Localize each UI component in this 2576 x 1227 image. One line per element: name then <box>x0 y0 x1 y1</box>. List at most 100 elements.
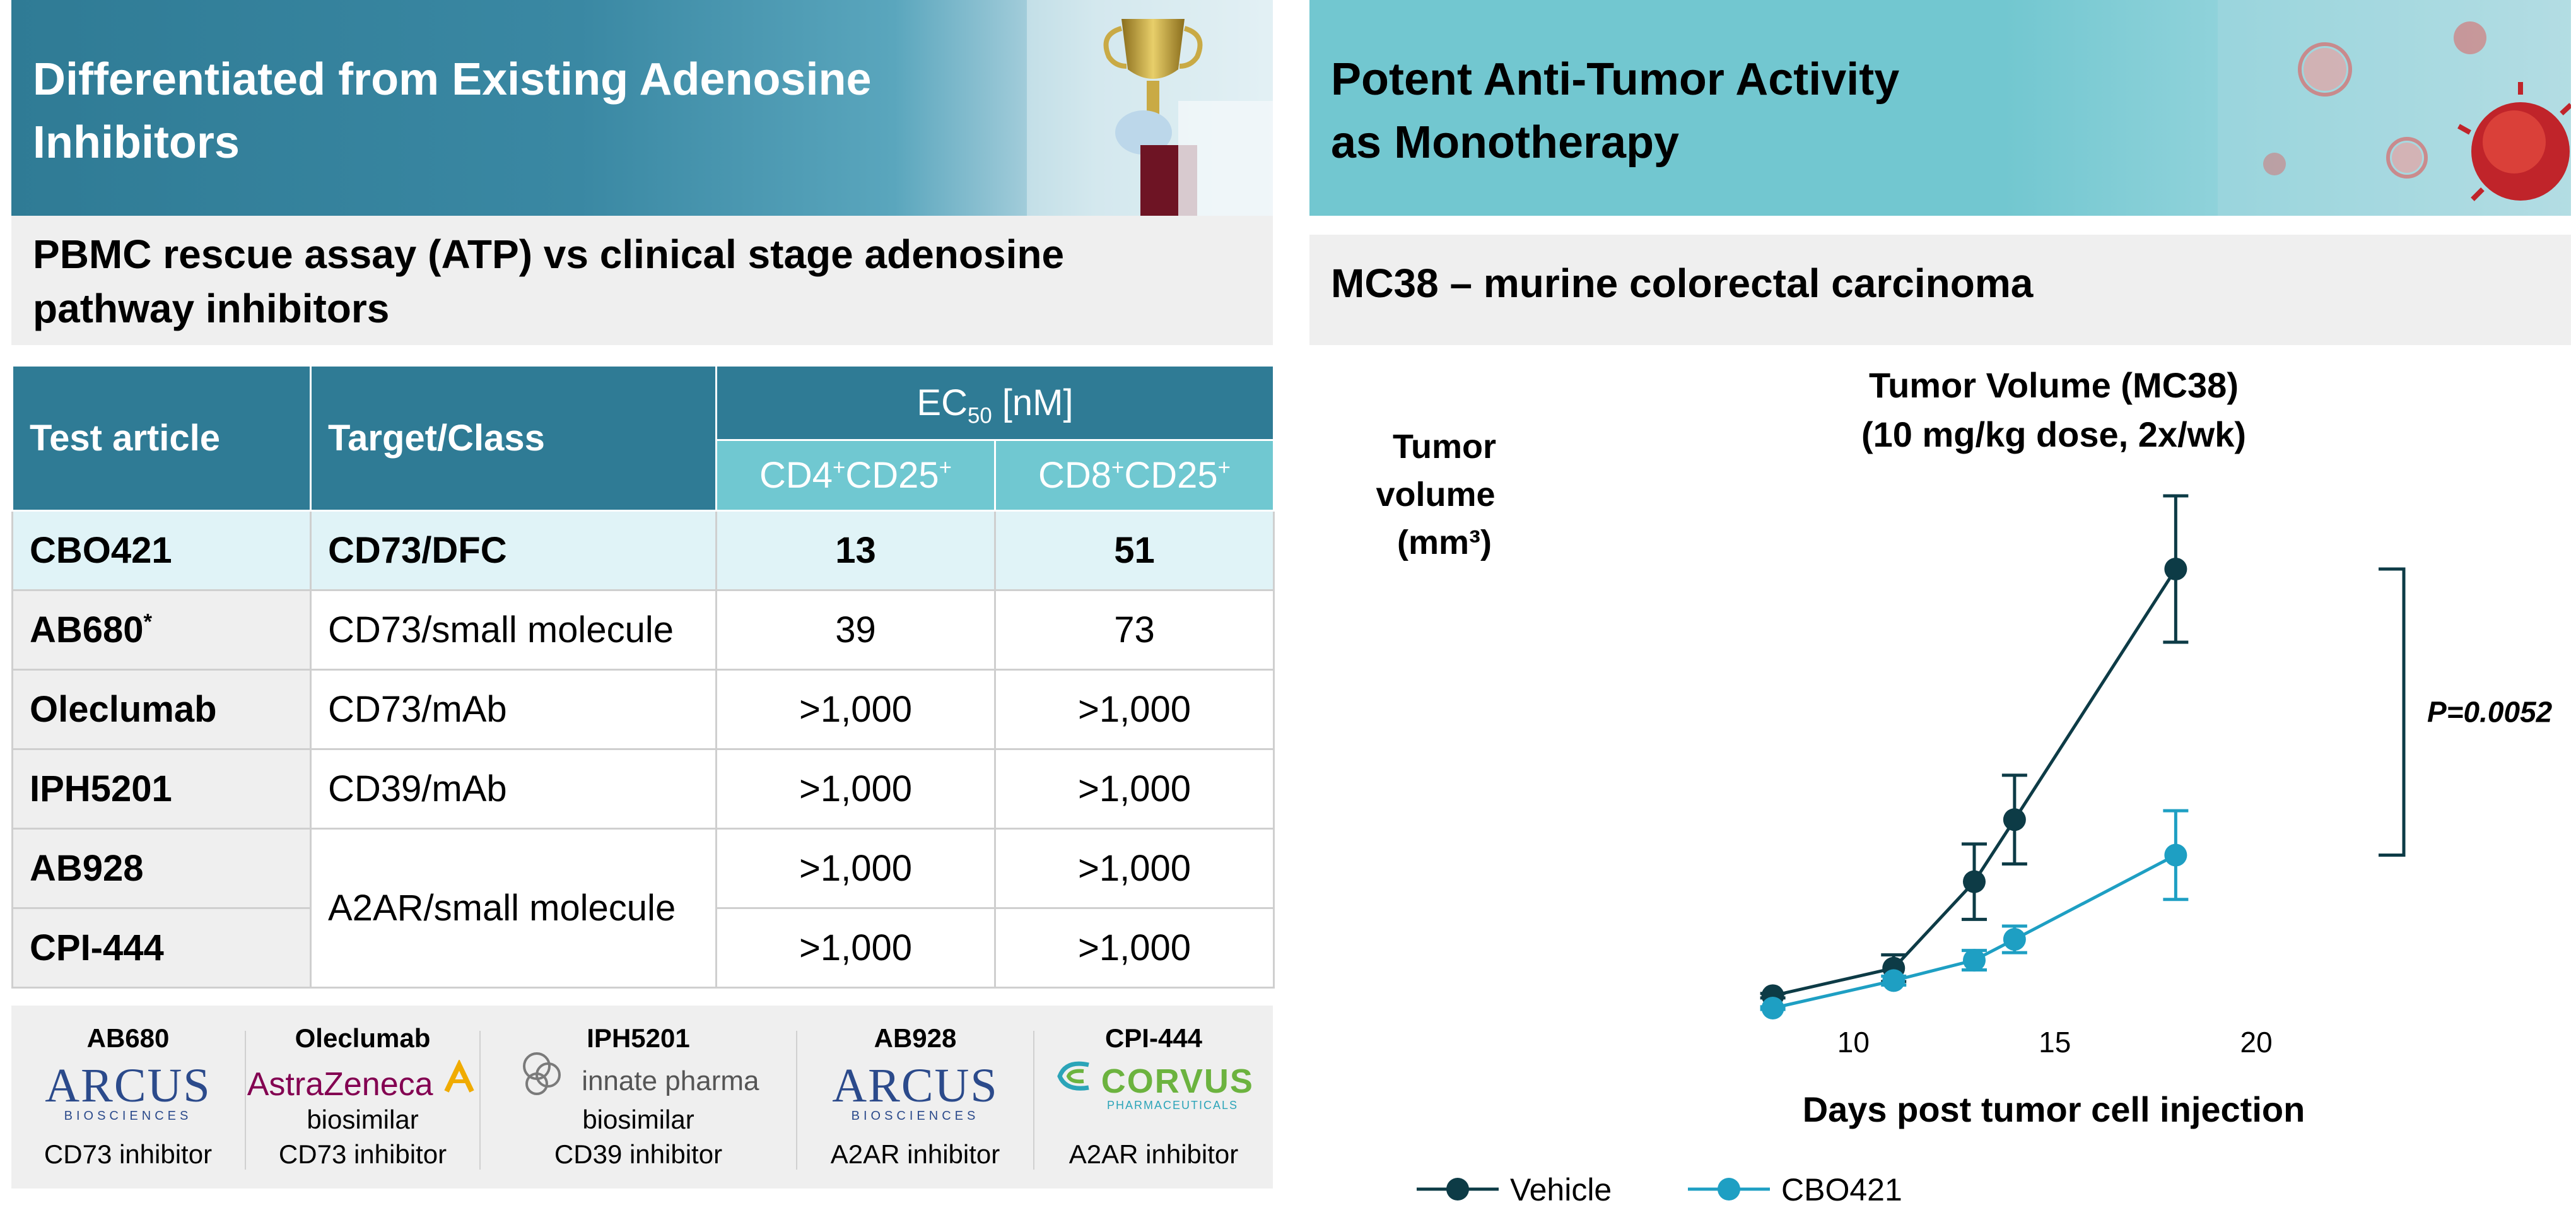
astrazeneca-wordmark: AstraZeneca <box>247 1066 433 1103</box>
header-cd4-cd25: CD4+CD25+ <box>715 439 996 512</box>
logo-desc-line1: biosimilar <box>582 1105 694 1134</box>
arcus-wordmark: ARCUS <box>832 1059 998 1112</box>
arcus-logo: ARCUS BIOSCIENCES <box>11 1062 245 1125</box>
innate-pharma-wordmark: innate pharma <box>582 1066 759 1097</box>
right-header-title: Potent Anti-Tumor Activity as Monotherap… <box>1331 48 2214 174</box>
logo-desc: CD73 inhibitor <box>278 1139 447 1169</box>
arcus-sub: BIOSCIENCES <box>851 1109 980 1123</box>
x-tick-label: 10 <box>1837 1026 1870 1059</box>
logo-title: AB680 <box>86 1023 170 1053</box>
logo-divider <box>796 1031 797 1170</box>
row-article: AB928 <box>11 828 312 909</box>
data-point-vehicle <box>2164 558 2187 581</box>
cd4-cd25-plus: + <box>939 455 952 480</box>
table-row: CBO421 CD73/DFC 13 51 <box>11 510 1275 591</box>
corvus-wordmark: CORVUS <box>1101 1062 1254 1100</box>
logo-col-ab680: AB680 ARCUS BIOSCIENCES CD73 inhibitor <box>11 1006 245 1189</box>
header-cd8-cd25: CD8+CD25+ <box>994 439 1275 512</box>
ec50-table: Test article Target/Class EC50 [nM] CD4+… <box>11 365 1275 989</box>
x-tick-label: 15 <box>2039 1026 2071 1059</box>
logo-strip: AB680 ARCUS BIOSCIENCES CD73 inhibitor O… <box>11 1006 1273 1189</box>
table-row: AB928 A2AR/small molecule >1,000 >1,000 <box>11 828 1275 989</box>
row-article-text: AB680 <box>30 609 144 650</box>
left-header-title: Differentiated from Existing Adenosine I… <box>33 48 979 174</box>
chart-title-line1: Tumor Volume (MC38) <box>1869 365 2239 405</box>
legend: Vehicle CBO421 <box>1417 1172 1902 1207</box>
logo-desc: A2AR inhibitor <box>1068 1139 1239 1169</box>
cd8-label: CD8 <box>1038 455 1112 496</box>
header-test-article: Test article <box>11 365 312 512</box>
significance-bracket <box>2379 567 2406 857</box>
left-header: Differentiated from Existing Adenosine I… <box>11 0 1273 216</box>
cd8-plus: + <box>1111 455 1125 480</box>
p-value-annotation: P=0.0052 <box>2427 696 2553 729</box>
row-target: CD73/DFC <box>310 510 717 591</box>
footnote-mark: * <box>143 609 153 635</box>
data-point-cbo421 <box>1761 997 1784 1019</box>
table-row: AB680* CD73/small molecule 39 73 <box>11 589 1275 671</box>
data-point-cbo421 <box>2164 843 2187 867</box>
row-target: CD73/mAb <box>310 669 717 750</box>
trophy-image <box>1027 0 1273 216</box>
row-cd8: >1,000 <box>994 907 1275 989</box>
ec50-subscript: 50 <box>967 403 992 428</box>
logo-divider <box>1033 1031 1034 1170</box>
logo-title: Oleclumab <box>295 1023 431 1053</box>
logo-title: CPI-444 <box>1104 1023 1203 1053</box>
logo-col-cpi444: CPI-444 CORVUS PHARMACEUTICALS A2AR inhi… <box>1034 1006 1273 1189</box>
x-axis-label: Days post tumor cell injection <box>1803 1089 2305 1129</box>
corvus-sub: PHARMACEUTICALS <box>1106 1099 1239 1112</box>
row-cd8: 73 <box>994 589 1275 671</box>
ec50-unit: [nM] <box>992 382 1074 423</box>
row-article: Oleclumab <box>11 669 312 750</box>
assay-description: PBMC rescue assay (ATP) vs clinical stag… <box>33 227 1168 336</box>
legend-vehicle-marker <box>1446 1178 1469 1201</box>
right-title-line1: Potent Anti-Tumor Activity <box>1331 54 1900 105</box>
cd4-plus: + <box>833 455 846 480</box>
row-article: AB680* <box>11 589 312 671</box>
table-row: CPI-444 >1,000 >1,000 <box>11 907 1275 989</box>
tumor-volume-chart: Tumor Volume (MC38) (10 mg/kg dose, 2x/w… <box>1376 365 2553 1207</box>
right-subheader: MC38 – murine colorectal carcinoma <box>1309 235 2571 345</box>
row-cd4: >1,000 <box>715 828 996 909</box>
logo-desc-line1: biosimilar <box>307 1105 419 1134</box>
row-cd4: >1,000 <box>715 907 996 989</box>
series-line-vehicle <box>1772 568 2177 997</box>
arcus-logo: ARCUS BIOSCIENCES <box>797 1062 1033 1125</box>
y-label-line3: (mm³) <box>1397 524 1492 561</box>
data-point-vehicle <box>2003 808 2026 831</box>
data-point-vehicle <box>1963 870 1986 893</box>
row-cd8: >1,000 <box>994 828 1275 909</box>
row-target-merged: A2AR/small molecule <box>310 828 717 989</box>
header-ec50: EC50 [nM] <box>715 365 1275 441</box>
cd8-cd25-label: CD25 <box>1124 455 1218 496</box>
y-label-line1: Tumor <box>1393 428 1496 466</box>
row-cd4: 39 <box>715 589 996 671</box>
corvus-symbol-icon <box>1057 1061 1089 1091</box>
logo-title: IPH5201 <box>587 1023 690 1053</box>
logo-desc: A2AR inhibitor <box>830 1139 1000 1169</box>
arcus-sub: BIOSCIENCES <box>64 1109 192 1123</box>
cd4-label: CD4 <box>759 455 833 496</box>
row-article: IPH5201 <box>11 748 312 830</box>
astrazeneca-symbol-icon <box>444 1059 474 1093</box>
x-tick-label: 20 <box>2240 1026 2273 1059</box>
y-label-line2: volume <box>1376 476 1495 514</box>
right-title-line2: as Monotherapy <box>1331 117 1680 168</box>
row-cd4: 13 <box>715 510 996 591</box>
row-cd4: >1,000 <box>715 748 996 830</box>
logo-col-oleclumab: Oleclumab AstraZeneca biosimilar CD73 in… <box>246 1006 479 1189</box>
legend-cbo421-label: CBO421 <box>1781 1172 1902 1207</box>
row-cd4: >1,000 <box>715 669 996 750</box>
row-cd8: >1,000 <box>994 669 1275 750</box>
row-cd8: 51 <box>994 510 1275 591</box>
logo-divider <box>479 1031 481 1170</box>
left-title-line2: Inhibitors <box>33 117 240 168</box>
arcus-wordmark: ARCUS <box>45 1059 211 1112</box>
model-description: MC38 – murine colorectal carcinoma <box>1331 261 2034 306</box>
row-cd8: >1,000 <box>994 748 1275 830</box>
header-target-class: Target/Class <box>310 365 717 512</box>
legend-cbo421-marker <box>1718 1178 1740 1201</box>
ec50-label: EC <box>916 382 968 423</box>
table-row: Oleclumab CD73/mAb >1,000 >1,000 <box>11 669 1275 750</box>
